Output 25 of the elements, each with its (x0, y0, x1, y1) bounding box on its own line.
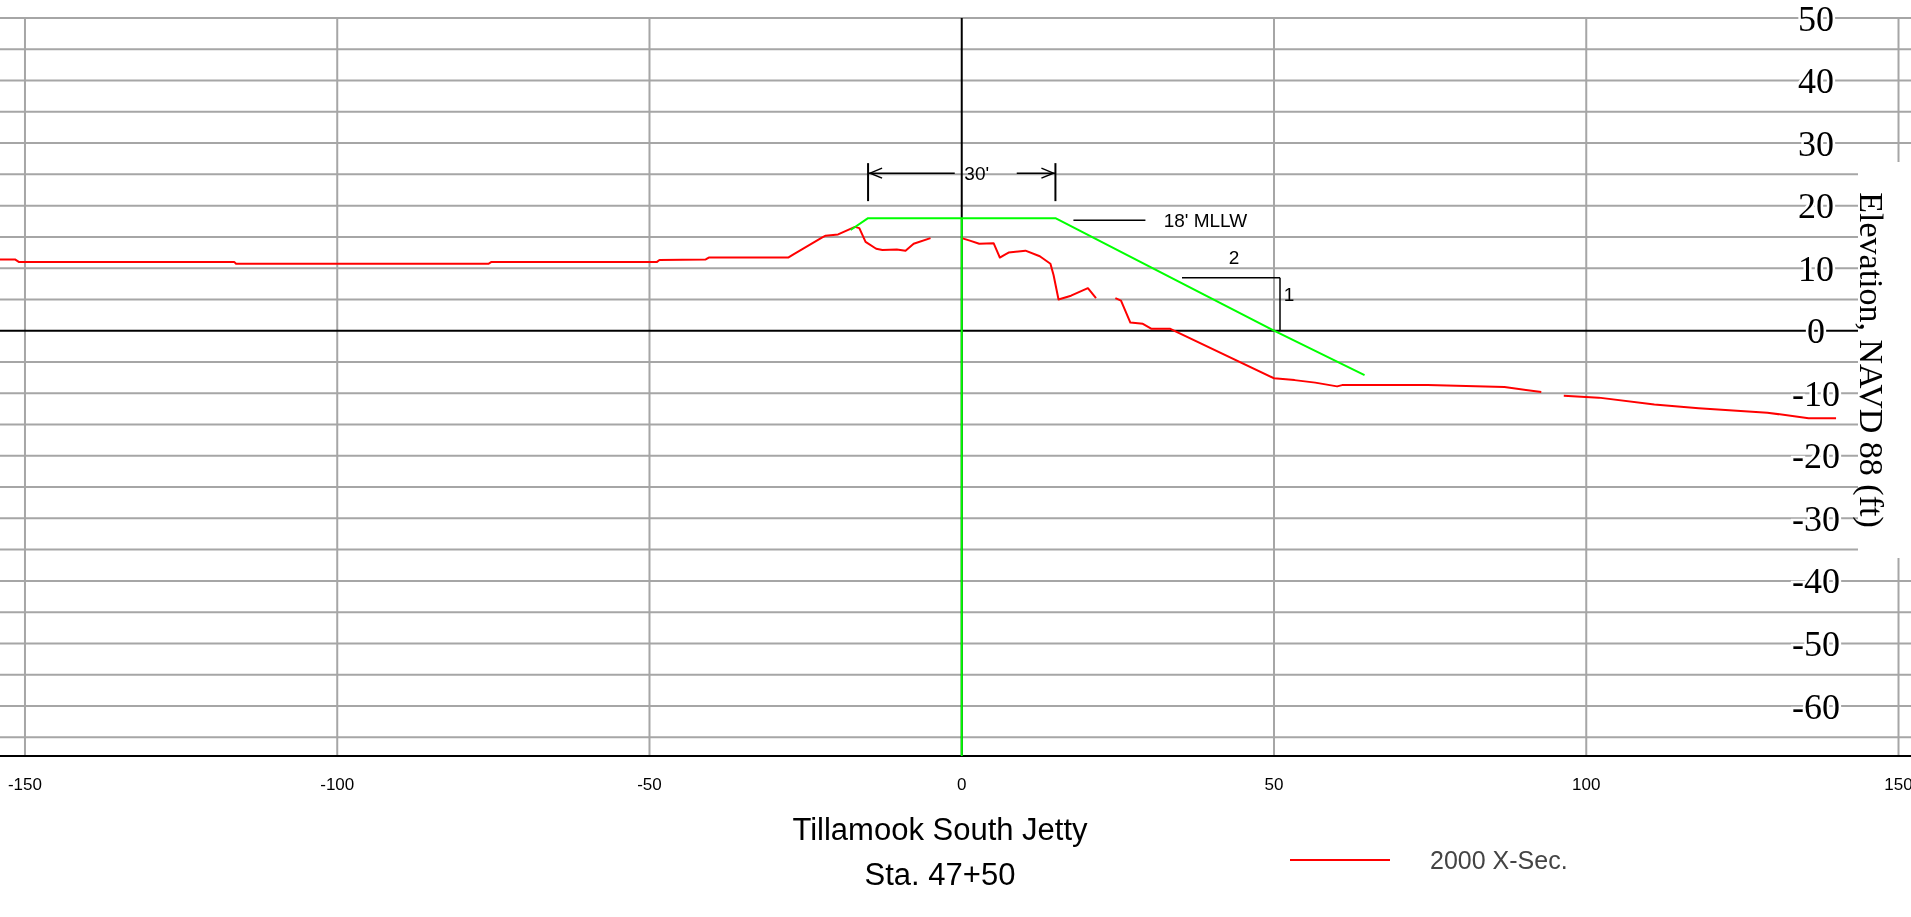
annotation: 30' (964, 162, 990, 184)
y-tick-label: 50 (1798, 0, 1834, 39)
y-tick-label: -50 (1792, 624, 1840, 665)
legend-label: 2000 X-Sec. (1430, 845, 1568, 874)
text: Tillamook South Jetty (792, 812, 1089, 847)
x-tick-label: 50 (1264, 775, 1284, 794)
y-axis-title: Elevation, NAVD 88 (ft) (1852, 192, 1891, 528)
x-tick-label: 0 (957, 775, 967, 794)
x-tick-label: -50 (637, 775, 662, 794)
annotation: 2 (1228, 247, 1240, 269)
annotation: 18' MLLW (1163, 209, 1248, 231)
x-tick-label: -150 (7, 775, 42, 794)
y-tick-label: 20 (1798, 186, 1834, 227)
annotation: 1 (1283, 284, 1295, 306)
x-tick-label: 100 (1572, 775, 1601, 794)
y-tick-label: 30 (1798, 123, 1834, 164)
y-tick-label: -10 (1792, 373, 1840, 414)
y-tick-label: -20 (1792, 436, 1840, 477)
y-tick-label: 40 (1798, 61, 1834, 102)
x-tick-label: -100 (320, 775, 355, 794)
text: Sta. 47+50 (864, 857, 1016, 892)
y-tick-label: -60 (1792, 686, 1840, 727)
y-tick-label: 10 (1798, 248, 1834, 289)
y-tick-label: -30 (1792, 498, 1840, 539)
y-tick-label: -40 (1792, 561, 1840, 602)
